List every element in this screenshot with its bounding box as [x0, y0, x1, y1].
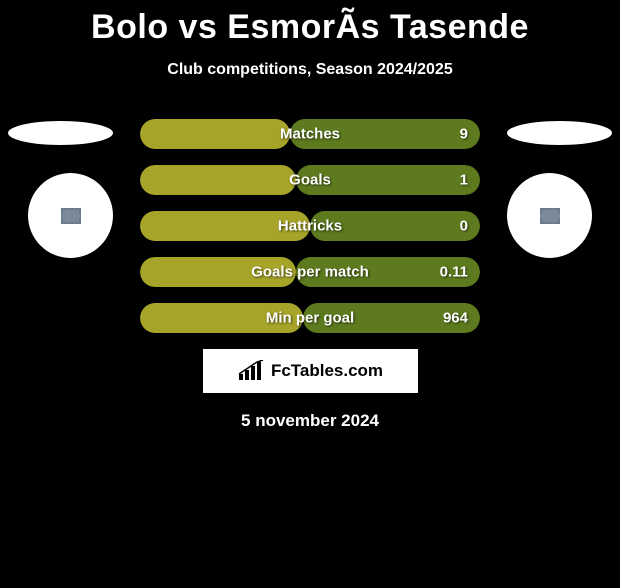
stat-value-right: 964	[443, 310, 468, 327]
placeholder-icon	[61, 208, 81, 224]
bar-fill-left	[140, 165, 296, 195]
stat-label: Hattricks	[278, 218, 342, 235]
stat-label: Matches	[280, 126, 340, 143]
stats-area: Matches 9 Goals 1 Hattricks 0 Goals per …	[0, 119, 620, 333]
stat-bars: Matches 9 Goals 1 Hattricks 0 Goals per …	[140, 119, 480, 333]
stat-label: Goals per match	[251, 264, 369, 281]
page-subtitle: Club competitions, Season 2024/2025	[0, 61, 620, 79]
stat-bar: Goals per match 0.11	[140, 257, 480, 287]
stat-bar: Min per goal 964	[140, 303, 480, 333]
brand-text: FcTables.com	[271, 361, 383, 381]
stat-bar: Matches 9	[140, 119, 480, 149]
brand-box[interactable]: FcTables.com	[203, 349, 418, 393]
team-right-badge	[507, 173, 592, 258]
team-left-badge	[28, 173, 113, 258]
bar-fill-left	[140, 119, 290, 149]
stat-value-right: 9	[460, 126, 468, 143]
stat-bar: Goals 1	[140, 165, 480, 195]
placeholder-icon	[540, 208, 560, 224]
stat-label: Goals	[289, 172, 331, 189]
date-text: 5 november 2024	[0, 411, 620, 431]
team-left-oval	[8, 121, 113, 145]
stat-value-right: 0	[460, 218, 468, 235]
bars-icon	[237, 360, 265, 382]
stat-value-right: 0.11	[440, 264, 468, 281]
stat-bar: Hattricks 0	[140, 211, 480, 241]
team-right-oval	[507, 121, 612, 145]
stat-value-right: 1	[460, 172, 468, 189]
stat-label: Min per goal	[266, 310, 354, 327]
page-title: Bolo vs EsmorÃ­s Tasende	[0, 8, 620, 47]
